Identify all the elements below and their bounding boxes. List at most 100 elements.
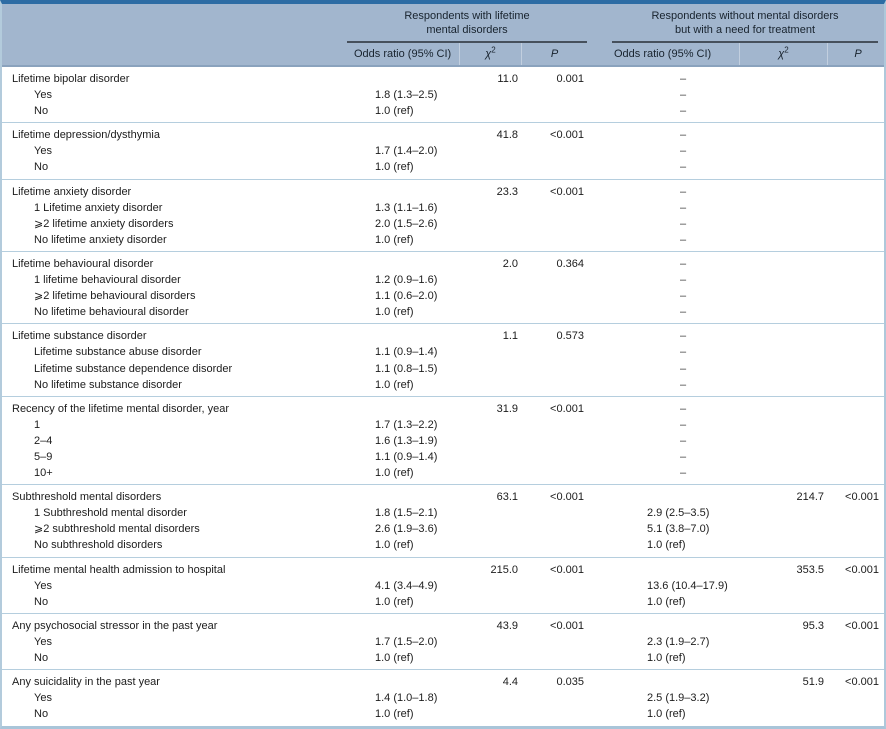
label-column-spacer	[2, 43, 347, 65]
group-gap-spacer	[587, 328, 612, 344]
p-value-2: <0.001	[845, 619, 879, 632]
chi-squared-value-2	[739, 344, 827, 360]
row-label: Any suicidality in the past year	[12, 676, 160, 689]
row-label: Lifetime substance dependence disorder	[34, 362, 233, 375]
row-label: Lifetime mental health admission to hosp…	[12, 563, 226, 576]
odds-ratio-value-1	[347, 184, 459, 200]
p-value-1	[521, 433, 587, 449]
chi-squared-value-2	[739, 200, 827, 216]
p-value-2	[827, 87, 884, 103]
chi-squared-value-1	[459, 449, 521, 465]
row-label: ⩾2 lifetime anxiety disorders	[34, 217, 174, 230]
odds-ratio-value-2: 2.9 (2.5–3.5)	[647, 507, 710, 520]
table-row: ⩾2 lifetime anxiety disorders 2.0 (1.5–2.…	[2, 216, 884, 232]
p-value-1	[521, 521, 587, 537]
p-value-1: <0.001	[550, 185, 584, 198]
group-gap-spacer	[587, 103, 612, 119]
chi-squared-value-1: 43.9	[496, 619, 518, 632]
table-row: Subthreshold mental disorders 63.1 <0.001 2…	[2, 489, 884, 505]
column-group-row: Respondents with lifetime mental disorde…	[2, 4, 884, 43]
p-value-2	[827, 634, 884, 650]
group-gap-spacer	[587, 634, 612, 650]
odds-ratio-value-2: 2.3 (1.9–2.7)	[647, 635, 710, 648]
p-value-1	[521, 650, 587, 666]
odds-ratio-value-2	[612, 674, 739, 690]
p-value-1: 0.001	[556, 73, 584, 85]
chi-squared-value-1	[459, 634, 521, 650]
row-label: Yes	[34, 579, 52, 592]
chi-squared-value-2	[739, 377, 827, 393]
col-header-chi-squared-2: χ2	[739, 43, 827, 65]
p-value-1: 0.364	[556, 257, 584, 270]
p-value-1: <0.001	[550, 491, 584, 504]
chi-squared-value-1	[459, 417, 521, 433]
chi-squared-value-2	[739, 216, 827, 232]
row-label: No	[34, 161, 49, 174]
odds-ratio-value-2: 2.5 (1.9–3.2)	[647, 692, 710, 705]
odds-ratio-value-2	[612, 618, 739, 634]
p-value-2	[827, 127, 884, 143]
chi-squared-value-2	[739, 71, 827, 87]
odds-ratio-value-2: 13.6 (10.4–17.9)	[647, 579, 728, 592]
table-body: Lifetime bipolar disorder 11.0 0.001 – Yes 1.…	[2, 67, 884, 726]
group-title-line: Respondents with lifetime	[404, 10, 530, 22]
row-label: 2–4	[34, 434, 53, 447]
p-value-2	[827, 143, 884, 159]
p-value-1	[521, 288, 587, 304]
odds-ratio-value-2: –	[680, 105, 687, 118]
odds-ratio-value-1: 1.1 (0.9–1.4)	[375, 346, 438, 359]
odds-ratio-value-1: 2.6 (1.9–3.6)	[375, 523, 438, 536]
table-row: Lifetime substance disorder 1.1 0.573 –	[2, 328, 884, 344]
p-value-1	[521, 304, 587, 320]
odds-ratio-value-2: –	[680, 434, 687, 447]
p-value-1: <0.001	[550, 563, 584, 576]
col-header-odds-ratio-2: Odds ratio (95% CI)	[614, 48, 712, 60]
p-value-1	[521, 706, 587, 722]
group-gap-spacer	[587, 184, 612, 200]
row-label: Lifetime substance disorder	[12, 330, 147, 343]
chi-squared-value-2	[739, 449, 827, 465]
odds-ratio-value-1: 1.1 (0.9–1.4)	[375, 450, 438, 463]
row-label: 5–9	[34, 450, 53, 463]
table-row: Yes 1.4 (1.0–1.8) 2.5 (1.9–3.2)	[2, 690, 884, 706]
p-value-1	[521, 537, 587, 553]
group-title-line: Respondents without mental disorders	[651, 10, 839, 22]
group-gap-spacer	[587, 650, 612, 666]
group-gap-spacer	[587, 401, 612, 417]
table-row: 1 Subthreshold mental disorder 1.8 (1.5–2…	[2, 505, 884, 521]
chi-squared-value-2	[739, 143, 827, 159]
col-header-odds-ratio-1: Odds ratio (95% CI)	[354, 48, 452, 60]
odds-ratio-value-1: 1.0 (ref)	[375, 306, 414, 319]
p-value-1	[521, 578, 587, 594]
row-label: Any psychosocial stressor in the past ye…	[12, 619, 218, 632]
table-row: Recency of the lifetime mental disorder,…	[2, 401, 884, 417]
chi-squared-value-2	[739, 650, 827, 666]
chi-squared-value-1	[459, 361, 521, 377]
group-gap-spacer	[587, 304, 612, 320]
table-row: ⩾2 lifetime behavioural disorders 1.1 (0.…	[2, 288, 884, 304]
table-row: Lifetime depression/dysthymia 41.8 <0.001 –	[2, 127, 884, 143]
odds-ratio-value-1: 1.1 (0.8–1.5)	[375, 362, 438, 375]
chi-squared-value-2	[739, 690, 827, 706]
odds-ratio-value-1	[347, 618, 459, 634]
p-value-2	[827, 184, 884, 200]
row-label: Subthreshold mental disorders	[12, 491, 162, 504]
p-value-2	[827, 216, 884, 232]
p-value-1	[521, 103, 587, 119]
chi-squared-value-1	[459, 578, 521, 594]
p-value-2	[827, 417, 884, 433]
chi-squared-value-1	[459, 690, 521, 706]
p-value-1	[521, 505, 587, 521]
group-gap-spacer	[587, 87, 612, 103]
chi-squared-value-2	[739, 433, 827, 449]
odds-ratio-value-1	[347, 674, 459, 690]
group-gap-spacer	[587, 127, 612, 143]
table-row: Yes 1.8 (1.3–2.5) –	[2, 87, 884, 103]
row-label: No	[34, 708, 49, 721]
p-value-1	[521, 344, 587, 360]
odds-ratio-value-2: –	[680, 378, 687, 391]
group-header-lifetime-disorders: Respondents with lifetime mental disorde…	[347, 9, 587, 43]
p-value-1	[521, 594, 587, 610]
table-section: Lifetime depression/dysthymia 41.8 <0.001 –…	[2, 123, 884, 180]
row-label: No subthreshold disorders	[34, 539, 163, 552]
